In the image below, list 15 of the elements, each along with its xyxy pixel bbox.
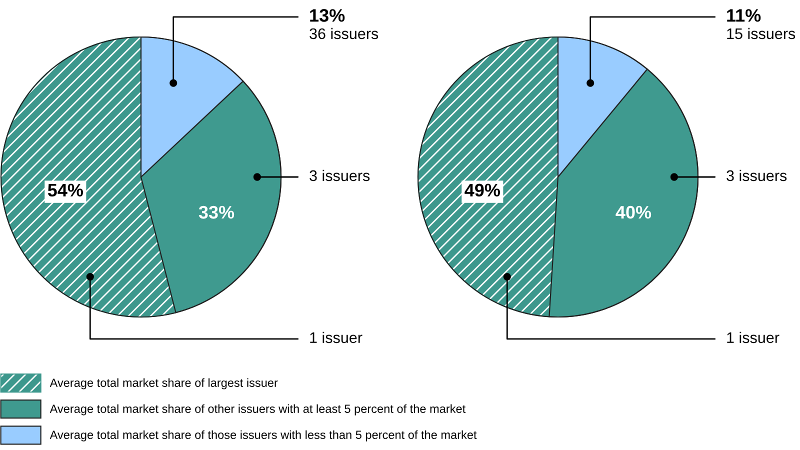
data-label: 40%: [616, 206, 652, 219]
data-label: 49%: [464, 184, 500, 197]
text: 1 issuer: [310, 332, 362, 344]
text: 1 issuer: [727, 332, 780, 344]
data-label: 11%: [727, 9, 761, 22]
legend-label: Average total market share of those issuers with less than 5 percent of the market: [50, 430, 477, 442]
data-label: 33%: [198, 206, 234, 219]
text: 15 issuers: [727, 28, 796, 40]
text: 3 issuers: [726, 170, 787, 182]
legend-label: Average total market share of other issuers with at least 5 percent of the market: [50, 404, 466, 416]
legend-label: Average total market share of largest issuer: [50, 378, 278, 390]
text: 36 issuers: [310, 28, 378, 40]
text: 3 issuers: [310, 170, 370, 182]
data-label: 13%: [310, 9, 345, 22]
data-label: 54%: [48, 184, 84, 197]
